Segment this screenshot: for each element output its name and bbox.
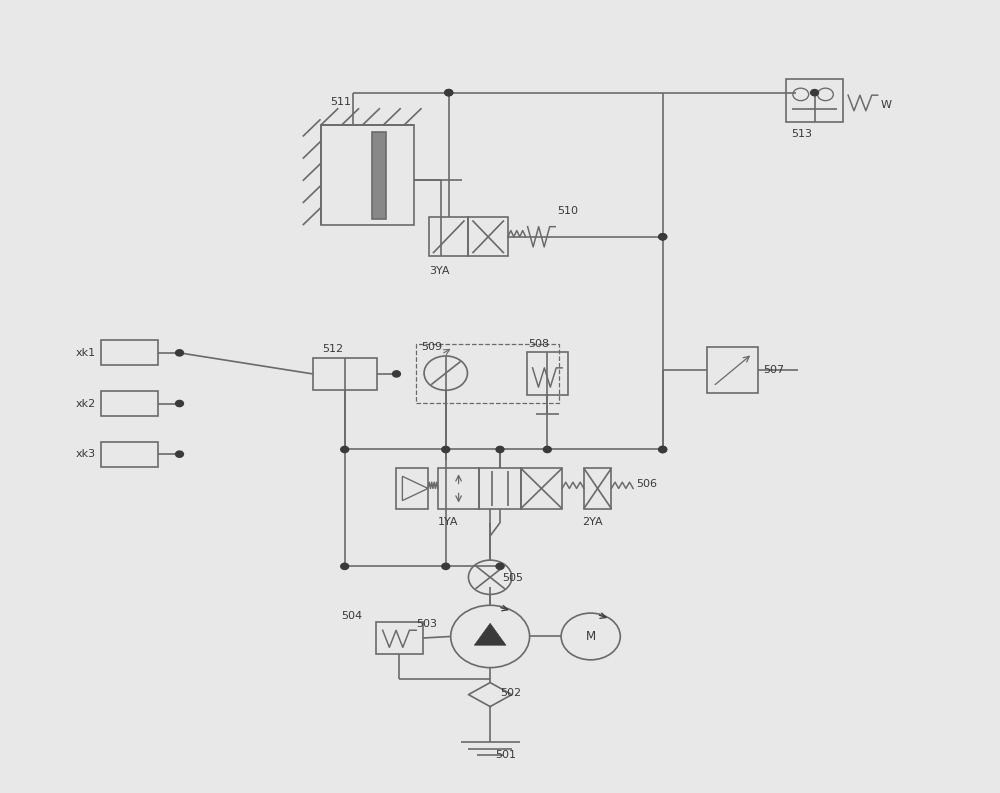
Text: 505: 505 — [502, 573, 523, 584]
Polygon shape — [474, 623, 506, 646]
Text: 507: 507 — [763, 365, 784, 375]
Bar — [438, 468, 479, 508]
Circle shape — [543, 446, 551, 453]
Circle shape — [659, 234, 667, 240]
Text: 501: 501 — [495, 750, 516, 760]
Circle shape — [811, 90, 819, 96]
Bar — [468, 217, 508, 256]
Text: 502: 502 — [500, 688, 521, 698]
Text: xk2: xk2 — [75, 399, 96, 408]
Bar — [313, 358, 377, 390]
Bar — [101, 442, 158, 466]
Text: 510: 510 — [557, 205, 578, 216]
Circle shape — [176, 350, 183, 356]
Text: 3YA: 3YA — [429, 266, 450, 276]
Circle shape — [496, 563, 504, 569]
Bar — [101, 391, 158, 416]
Text: 504: 504 — [341, 611, 362, 621]
Circle shape — [341, 446, 349, 453]
Text: 513: 513 — [791, 129, 812, 140]
Text: xk1: xk1 — [76, 348, 96, 358]
Text: 508: 508 — [529, 339, 550, 349]
Bar — [584, 468, 611, 508]
Bar — [396, 468, 428, 508]
Text: 1YA: 1YA — [438, 517, 458, 527]
Circle shape — [393, 371, 400, 377]
Bar — [429, 217, 468, 256]
Text: 511: 511 — [330, 97, 351, 107]
Text: 506: 506 — [636, 479, 657, 489]
Text: 503: 503 — [416, 619, 437, 629]
Bar — [101, 340, 158, 366]
Bar — [521, 468, 562, 508]
Circle shape — [341, 563, 349, 569]
Circle shape — [445, 90, 453, 96]
Bar — [786, 79, 843, 122]
Circle shape — [445, 90, 453, 96]
Circle shape — [442, 563, 450, 569]
Bar — [479, 468, 521, 508]
Bar — [416, 343, 559, 403]
Circle shape — [176, 400, 183, 407]
Bar — [707, 347, 758, 393]
Circle shape — [442, 446, 450, 453]
Text: M: M — [586, 630, 596, 643]
Text: 512: 512 — [322, 343, 344, 354]
Bar — [376, 623, 423, 653]
Circle shape — [496, 446, 504, 453]
Circle shape — [659, 446, 667, 453]
Text: 2YA: 2YA — [582, 517, 602, 527]
Bar — [372, 132, 386, 219]
Circle shape — [659, 234, 667, 240]
Bar — [321, 125, 414, 225]
Text: xk3: xk3 — [76, 449, 96, 459]
Bar — [527, 352, 568, 395]
Text: W: W — [881, 100, 892, 109]
Text: 509: 509 — [421, 342, 442, 352]
Circle shape — [659, 446, 667, 453]
Circle shape — [176, 451, 183, 458]
